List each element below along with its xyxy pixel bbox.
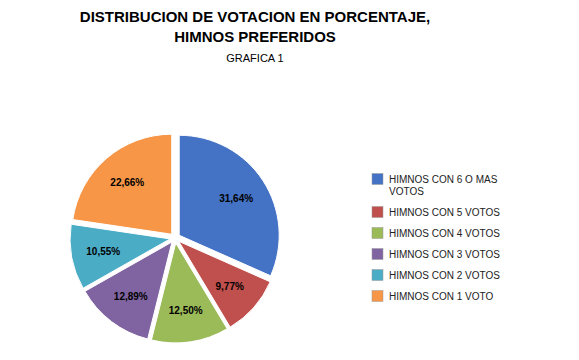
legend-label: HIMNOS CON 3 VOTOS [389,249,500,260]
legend-label: HIMNOS CON 4 VOTOS [389,228,500,239]
legend-label: HIMNOS CON 2 VOTOS [389,270,500,281]
pie-slice [70,224,170,288]
legend-label: HIMNOS CON 5 VOTOS [389,207,500,218]
data-label: 9,77% [216,281,244,292]
legend-swatch [372,291,383,302]
legend-swatch [372,174,383,185]
pie-slice [73,134,172,234]
legend-label: HIMNOS CON 6 O MASVOTOS [389,174,498,197]
data-label: 31,64% [219,193,253,204]
data-label: 22,66% [110,177,144,188]
data-label: 12,50% [169,305,203,316]
data-labels: 31,64% 9,77% 12,50% 12,89% 10,55% 22,66% [86,177,253,315]
legend-swatch [372,270,383,281]
legend: HIMNOS CON 6 O MASVOTOS HIMNOS CON 5 VOTO… [372,174,500,302]
chart: DISTRIBUCION DE VOTACION EN PORCENTAJE,H… [0,0,579,360]
legend-swatch [372,228,383,239]
legend-swatch [372,207,383,218]
legend-label: HIMNOS CON 1 VOTO [389,291,493,302]
subtitle: GRAFICA 1 [226,52,283,64]
legend-swatch [372,249,383,260]
data-label: 12,89% [114,291,148,302]
title: DISTRIBUCION DE VOTACION EN PORCENTAJE,H… [80,8,430,45]
data-label: 10,55% [86,246,120,257]
pie [70,134,279,343]
